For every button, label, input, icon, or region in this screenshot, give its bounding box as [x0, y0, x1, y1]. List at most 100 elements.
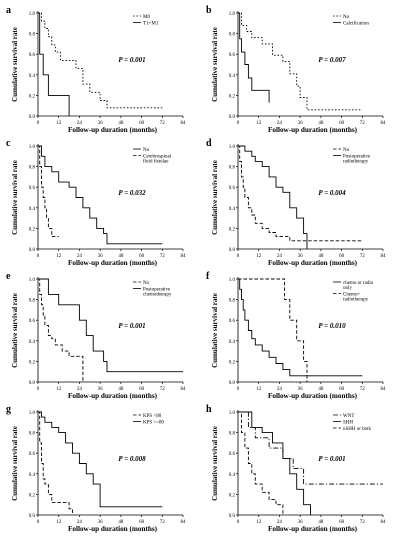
legend-label: KPS >=80 — [143, 421, 165, 426]
x-tick-label: 0 — [237, 121, 240, 126]
x-tick-label: 60 — [339, 520, 345, 525]
legend-label: chemo or radio — [343, 281, 374, 286]
x-tick-label: 48 — [118, 121, 124, 126]
y-tick-label: 0.8 — [29, 33, 36, 38]
panel-letter: c — [6, 138, 11, 149]
panel-a: a 0.0 0.2 0.4 0.6 0.8 1.0 0 12 24 36 48 60 72 84 Follow… — [6, 5, 186, 134]
x-tick-label: 24 — [77, 121, 83, 126]
y-axis-label: Cumulative survival rate — [211, 27, 219, 102]
panel-b: b 0.0 0.2 0.4 0.6 0.8 1.0 0 12 24 36 48 60 72 84 Follow… — [206, 5, 386, 134]
x-tick-label: 0 — [37, 520, 40, 525]
x-tick-label: 84 — [181, 254, 187, 259]
y-tick-label: 0.0 — [29, 248, 36, 253]
legend-label: No — [143, 148, 150, 153]
x-axis-label: Follow-up duration (months) — [68, 525, 158, 533]
x-tick-label: 72 — [360, 254, 366, 259]
x-tick-label: 0 — [37, 387, 40, 392]
p-value-label: P = 0.032 — [118, 189, 146, 197]
panel-d: d 0.0 0.2 0.4 0.6 0.8 1.0 0 12 24 36 48 60 72 84 Follow… — [206, 138, 386, 267]
legend-label: Cerebrospinal — [143, 155, 172, 160]
x-tick-label: 72 — [360, 121, 366, 126]
y-tick-label: 0.6 — [29, 452, 36, 457]
x-tick-label: 36 — [298, 254, 304, 259]
y-tick-label: 1.0 — [29, 12, 36, 17]
y-tick-label: 0.2 — [229, 360, 236, 365]
x-tick-label: 36 — [98, 254, 104, 259]
y-tick-label: 0.4 — [29, 207, 36, 212]
panel-c: c 0.0 0.2 0.4 0.6 0.8 1.0 0 12 24 36 48 60 72 84 Follow… — [6, 138, 186, 267]
x-tick-label: 24 — [77, 254, 83, 259]
y-axis-label: Cumulative survival rate — [11, 27, 19, 102]
series-2-curve — [38, 145, 59, 238]
legend-label: No — [143, 281, 150, 286]
y-tick-label: 0.6 — [229, 452, 236, 457]
panel-letter: d — [206, 138, 212, 149]
x-tick-label: 72 — [160, 254, 166, 259]
x-tick-label: 12 — [256, 254, 262, 259]
series-1-curve — [38, 145, 163, 245]
x-axis-label: Follow-up duration (months) — [68, 392, 158, 400]
x-tick-label: 12 — [56, 121, 62, 126]
x-axis-label: Follow-up duration (months) — [68, 259, 158, 267]
y-axis-label: Cumulative survival rate — [211, 160, 219, 235]
series-2-curve — [38, 278, 183, 373]
x-tick-label: 24 — [277, 520, 283, 525]
legend-label: No — [343, 15, 350, 20]
panel-letter: f — [206, 271, 210, 282]
x-tick-label: 24 — [77, 387, 83, 392]
x-tick-label: 48 — [318, 520, 324, 525]
p-value-label: P = 0.007 — [318, 56, 346, 64]
panel-f: f 0.0 0.2 0.4 0.6 0.8 1.0 0 12 24 36 48 60 72 84 Follow… — [206, 271, 386, 400]
y-tick-label: 1.0 — [29, 278, 36, 283]
legend-label: fluid fistulae — [143, 160, 169, 165]
legend-label: WNT — [343, 414, 354, 419]
y-tick-label: 0.4 — [229, 207, 236, 212]
series-2-curve — [238, 145, 308, 249]
y-axis-label: Cumulative survival rate — [11, 293, 19, 368]
legend-label: M0 — [143, 15, 150, 20]
series-1-curve — [238, 12, 363, 111]
series-1-curve — [38, 278, 84, 382]
x-axis-label: Follow-up duration (months) — [268, 259, 358, 267]
x-tick-label: 12 — [256, 387, 262, 392]
x-tick-label: 48 — [118, 387, 124, 392]
x-tick-label: 60 — [339, 121, 345, 126]
x-tick-label: 36 — [98, 121, 104, 126]
legend-label: radiotherapy — [343, 298, 369, 303]
y-tick-label: 0.2 — [29, 360, 36, 365]
y-axis-label: Cumulative survival rate — [11, 160, 19, 235]
x-tick-label: 72 — [160, 520, 166, 525]
x-tick-label: 84 — [181, 121, 187, 126]
x-tick-label: 48 — [118, 520, 124, 525]
y-tick-label: 1.0 — [229, 411, 236, 416]
y-tick-label: 0.2 — [229, 94, 236, 99]
y-tick-label: 0.8 — [29, 299, 36, 304]
x-tick-label: 12 — [56, 254, 62, 259]
x-tick-label: 36 — [98, 387, 104, 392]
p-value-label: P = 0.010 — [318, 322, 346, 330]
y-axis-label: Cumulative survival rate — [211, 426, 219, 501]
y-tick-label: 0.4 — [29, 74, 36, 79]
y-tick-label: 1.0 — [229, 278, 236, 283]
y-tick-label: 0.6 — [29, 53, 36, 58]
x-tick-label: 84 — [381, 387, 387, 392]
series-2-curve — [238, 411, 311, 515]
legend-label: T1+M1 — [143, 22, 159, 27]
y-tick-label: 1.0 — [229, 12, 236, 17]
x-axis-label: Follow-up duration (months) — [268, 525, 358, 533]
x-tick-label: 24 — [77, 520, 83, 525]
y-tick-label: 1.0 — [29, 145, 36, 150]
y-tick-label: 0.0 — [229, 514, 236, 519]
series-3-curve — [238, 411, 284, 515]
p-value-label: P = 0.001 — [118, 322, 145, 330]
x-tick-label: 84 — [181, 387, 187, 392]
x-tick-label: 60 — [139, 121, 145, 126]
legend-label: nSHH or both — [343, 427, 372, 432]
y-tick-label: 0.0 — [229, 381, 236, 386]
x-tick-label: 60 — [139, 254, 145, 259]
y-tick-label: 0.8 — [229, 33, 236, 38]
y-tick-label: 0.0 — [29, 381, 36, 386]
legend-label: radiotherapy — [343, 160, 369, 165]
legend-label: KPS <80 — [143, 414, 162, 419]
